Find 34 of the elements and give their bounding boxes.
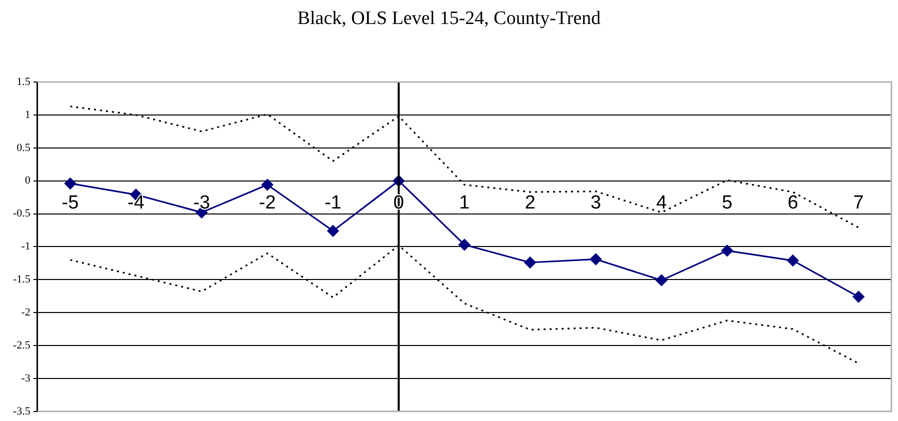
y-tick-label: 1 (24, 108, 30, 121)
x-tick-label: -3 (193, 192, 210, 214)
point (852, 290, 864, 303)
y-tick-label: 1.5 (16, 76, 31, 88)
point (524, 256, 536, 268)
y-tick-label: -1 (21, 240, 30, 253)
x-tick-label: 1 (459, 192, 470, 214)
point (787, 254, 799, 266)
y-tick-label: -3 (21, 372, 31, 384)
point (262, 178, 274, 191)
y-tick-label: -0.5 (12, 208, 31, 220)
point (656, 274, 668, 286)
y-tick-label: -1.5 (12, 274, 31, 286)
x-tick-label: 2 (524, 192, 536, 214)
x-tick-label: -4 (127, 192, 145, 214)
point (64, 178, 76, 190)
point (327, 225, 339, 237)
point (590, 253, 602, 266)
y-tick-label: 0 (24, 174, 31, 187)
point (721, 244, 733, 256)
x-tick-label: -2 (258, 192, 276, 214)
x-tick-label: 4 (656, 192, 668, 214)
y-tick-label: -2 (21, 306, 30, 318)
point (458, 238, 470, 251)
y-tick-label: -3.5 (12, 405, 31, 418)
y-tick-label: 0.5 (16, 142, 31, 154)
x-tick-label: 6 (788, 192, 798, 214)
chart-title: Black, OLS Level 15-24, County-Trend (296, 8, 602, 30)
x-tick-label: -5 (62, 192, 79, 214)
x-tick-label: 5 (722, 192, 732, 214)
y-tick-label: -2.5 (12, 339, 31, 352)
x-tick-label: 7 (853, 192, 864, 214)
x-tick-label: 3 (590, 192, 602, 214)
x-tick-label: -1 (324, 192, 342, 214)
